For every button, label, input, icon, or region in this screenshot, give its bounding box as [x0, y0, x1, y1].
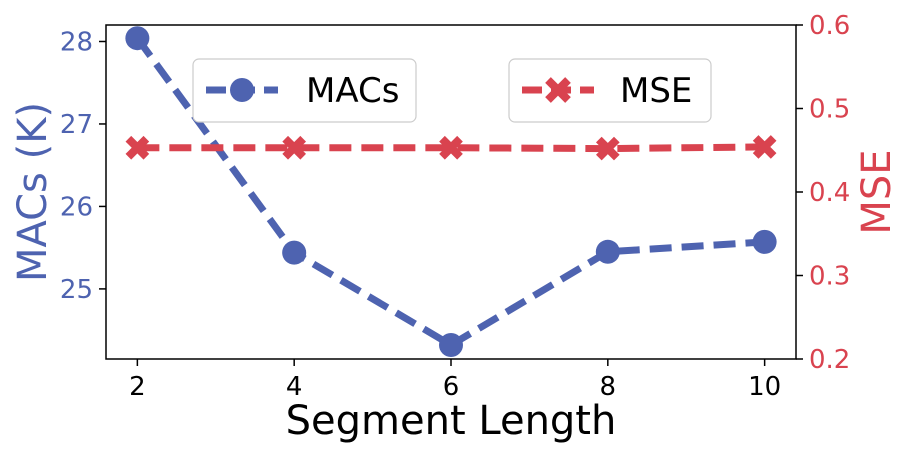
x-axis-title: Segment Length	[286, 398, 617, 444]
data-point-macs	[752, 229, 777, 254]
y-right-tick-label: 0.3	[809, 262, 850, 292]
data-point-macs	[595, 239, 620, 264]
series-line-macs	[134, 36, 765, 350]
data-point-mse	[439, 135, 463, 160]
y-right-tick-label: 0.5	[809, 95, 850, 125]
y-right-tick-label: 0.2	[809, 345, 850, 375]
y-right-tick-label: 0.4	[809, 178, 850, 208]
legend-macs-label: MACs	[306, 71, 399, 111]
legend-mse-label: MSE	[620, 71, 692, 111]
y-left-tick-label: 26	[60, 192, 93, 222]
x-tick-label: 10	[748, 372, 781, 402]
data-point-macs	[282, 240, 307, 265]
legend-mse: MSE	[508, 58, 712, 123]
data-point-mse	[282, 135, 307, 160]
data-point-mse	[125, 135, 150, 160]
y-left-tick-label: 28	[60, 27, 93, 57]
x-tick-label: 8	[600, 372, 617, 402]
y-left-tick-label: 27	[60, 110, 93, 140]
data-point-mse	[752, 135, 777, 159]
data-point-mse	[595, 136, 620, 161]
legend-macs-box	[192, 58, 417, 123]
legend-macs: MACs	[192, 58, 417, 123]
y-axis-left-title: MACs (K)	[10, 102, 56, 282]
axis-ticks: 2 4 6 8 10 25 26 27 28 0.2 0.3 0.4 0.5 0.6	[60, 11, 850, 402]
y-left-tick-label: 25	[60, 275, 93, 305]
legend-mse-marker	[545, 77, 571, 103]
series-line-mse	[137, 143, 765, 153]
data-point-macs	[125, 26, 150, 51]
x-tick-label: 2	[129, 372, 146, 402]
x-tick-label: 4	[286, 372, 303, 402]
legend-mse-box	[508, 58, 712, 123]
chart-marks	[125, 26, 777, 357]
legend-macs-marker	[230, 78, 254, 102]
y-axis-right-title: MSE	[854, 149, 900, 234]
x-tick-label: 6	[443, 372, 460, 402]
y-right-tick-label: 0.6	[809, 11, 850, 41]
data-point-macs	[439, 332, 463, 357]
